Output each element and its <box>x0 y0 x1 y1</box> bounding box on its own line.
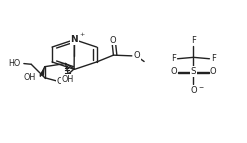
Text: S: S <box>191 67 196 76</box>
Text: N: N <box>71 35 78 44</box>
Text: F: F <box>171 54 176 63</box>
Text: −: − <box>198 85 203 90</box>
Text: O: O <box>190 86 197 95</box>
Text: OH: OH <box>23 73 35 82</box>
Text: O: O <box>210 67 217 76</box>
Text: O: O <box>57 77 63 86</box>
Text: HO: HO <box>9 59 21 68</box>
Text: F: F <box>211 54 216 63</box>
Polygon shape <box>39 67 45 76</box>
Text: O: O <box>134 51 140 60</box>
Text: O: O <box>110 36 117 45</box>
Text: OH: OH <box>62 75 74 84</box>
Text: F: F <box>191 36 196 45</box>
Text: O: O <box>170 67 177 76</box>
Text: +: + <box>80 31 85 36</box>
